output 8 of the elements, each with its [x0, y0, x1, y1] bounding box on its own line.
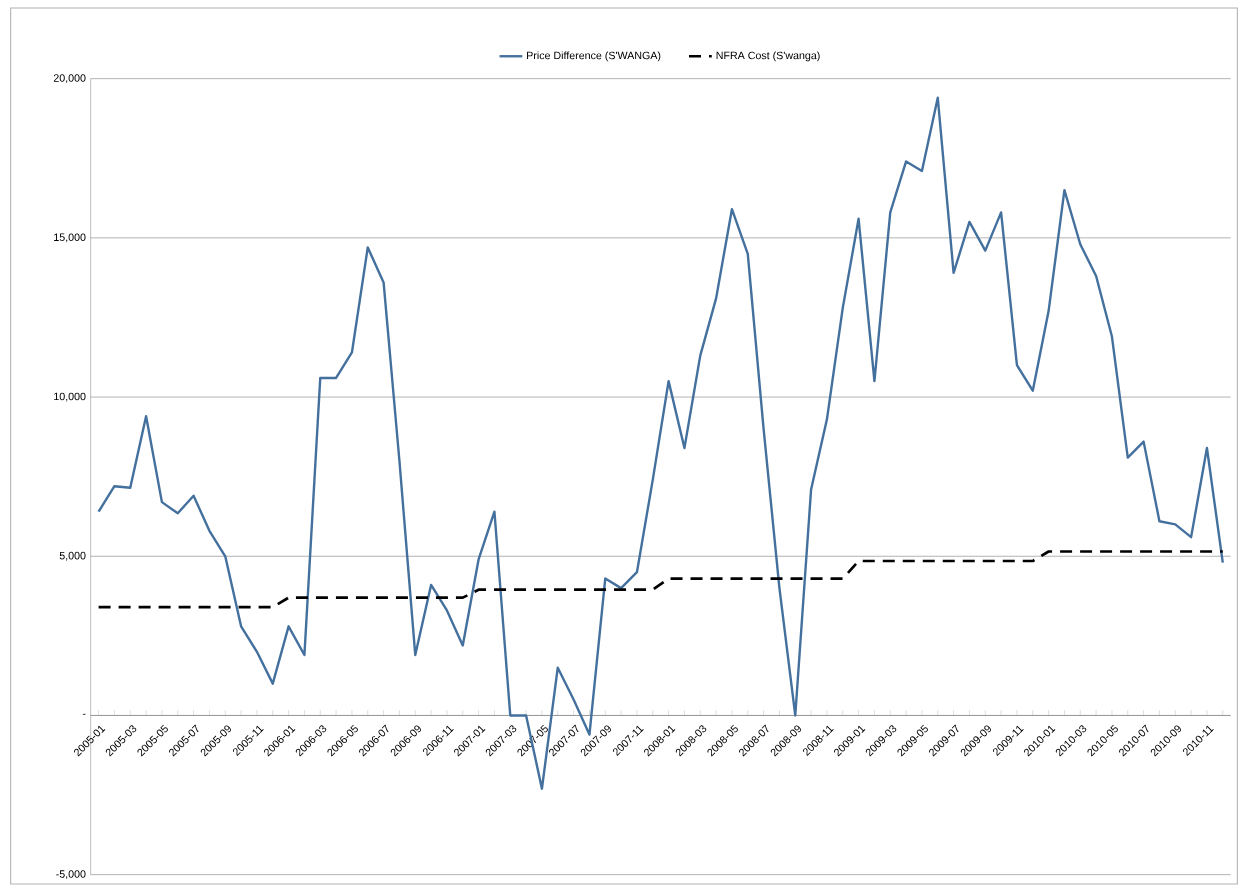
- legend-label: Price Difference (S'WANGA): [527, 51, 661, 62]
- y-tick-label: 15,000: [54, 233, 86, 243]
- y-tick-label: 20,000: [53, 74, 86, 84]
- y-tick-label: 10,000: [54, 392, 86, 402]
- y-tick-label: 5,000: [59, 551, 86, 561]
- y-tick-label: -5,000: [56, 870, 86, 880]
- y-tick-label: -: [82, 713, 86, 715]
- legend-label: NFRA Cost (S'wanga): [716, 51, 820, 62]
